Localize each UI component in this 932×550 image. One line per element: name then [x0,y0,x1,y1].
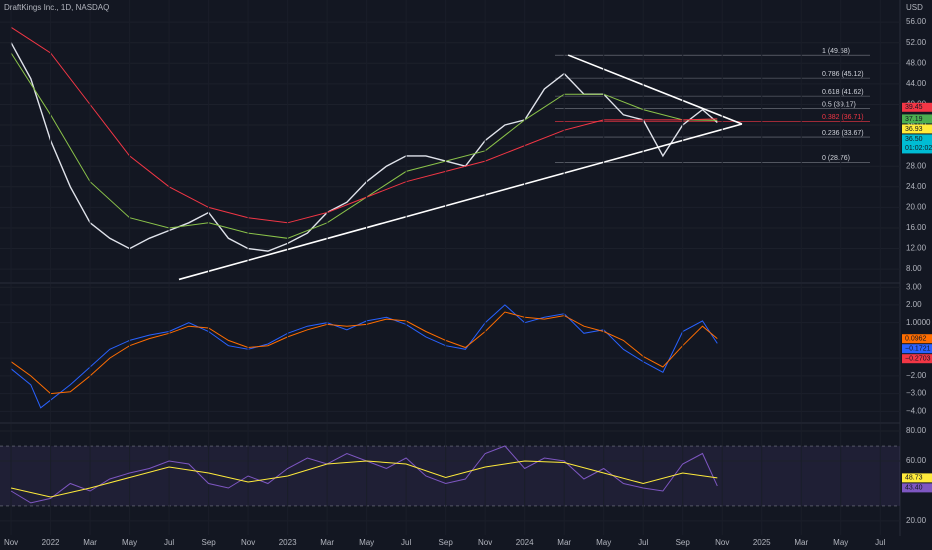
x-tick-label: Nov [715,538,729,547]
y-tick-label: 20.00 [906,516,927,525]
price-tag [902,134,932,154]
fib-label: 0.618 (41.62) [822,89,864,96]
x-tick-label: 2022 [42,538,60,547]
currency: USD [906,3,923,12]
price-tag-label: 36.50 [905,136,923,143]
fib-label: 0.236 (33.67) [822,130,864,137]
y-tick-label: −2.00 [906,371,927,380]
price-tag [902,483,932,493]
x-tick-label: May [122,538,137,547]
x-tick-label: Mar [557,538,571,547]
trendline [567,54,743,125]
y-tick-label: 24.00 [906,182,927,191]
x-tick-label: 2023 [279,538,297,547]
x-tick-label: Nov [478,538,492,547]
x-tick-label: Nov [4,538,18,547]
x-tick-label: 2024 [516,538,534,547]
y-tick-label: 60.00 [906,456,927,465]
series-line [10,460,718,498]
x-tick-label: May [833,538,848,547]
y-tick-label: 56.00 [906,17,927,26]
price-tag-label: 39.45 [905,104,923,111]
x-tick-label: May [596,538,611,547]
y-tick-label: −3.00 [906,389,927,398]
y-tick-label: 1.0000 [906,318,931,327]
price-tag [902,102,932,112]
y-tick-label: −4.00 [906,406,927,415]
x-tick-label: Nov [241,538,255,547]
price-tag [902,124,932,134]
y-tick-label: 48.00 [906,58,927,67]
x-tick-label: Sep [676,538,691,547]
countdown: 01:02:02 [905,145,932,152]
x-tick-label: Sep [201,538,216,547]
x-tick-label: Jul [401,538,411,547]
x-tick-label: Jul [875,538,885,547]
price-tag-label: −0.2703 [905,356,931,363]
price-tag [902,344,932,354]
y-tick-label: 28.00 [906,161,927,170]
price-tag-label: 36.93 [905,126,923,133]
chart-title: DraftKings Inc., 1D, NASDAQ [4,3,109,12]
price-tag [902,114,932,124]
y-tick-label: 8.00 [906,264,922,273]
price-tag [902,334,932,344]
fib-label: 0.382 (36.71) [822,114,864,121]
x-tick-label: Jul [638,538,648,547]
x-tick-label: Mar [320,538,334,547]
trendline [178,123,743,281]
y-tick-label: 16.00 [906,223,927,232]
price-tag [902,354,932,364]
y-tick-label: 20.00 [906,202,927,211]
fib-label: 1 (49.58) [822,48,850,55]
y-tick-label: 2.00 [906,300,922,309]
x-tick-label: May [359,538,374,547]
fib-label: 0.5 (39.17) [822,102,856,109]
y-tick-label: 12.00 [906,244,927,253]
price-tag-label: 0.0962 [905,336,927,343]
fib-label: 0 (28.76) [822,155,850,162]
y-tick-label: 3.00 [906,282,922,291]
x-tick-label: Mar [83,538,97,547]
x-tick-label: Mar [794,538,808,547]
price-tag-label: 48.73 [905,475,923,482]
price-tag-label: −0.1721 [905,346,931,353]
price-tag [902,473,932,483]
x-tick-label: 2025 [753,538,771,547]
price-tag-label: 43.40 [905,485,923,492]
y-tick-label: 52.00 [906,38,927,47]
x-tick-label: Jul [164,538,174,547]
y-tick-label: 44.00 [906,79,927,88]
fib-label: 0.786 (45.12) [822,71,864,78]
price-tag-label: 37.19 [905,116,923,123]
y-tick-label: 80.00 [906,426,927,435]
x-tick-label: Sep [439,538,454,547]
